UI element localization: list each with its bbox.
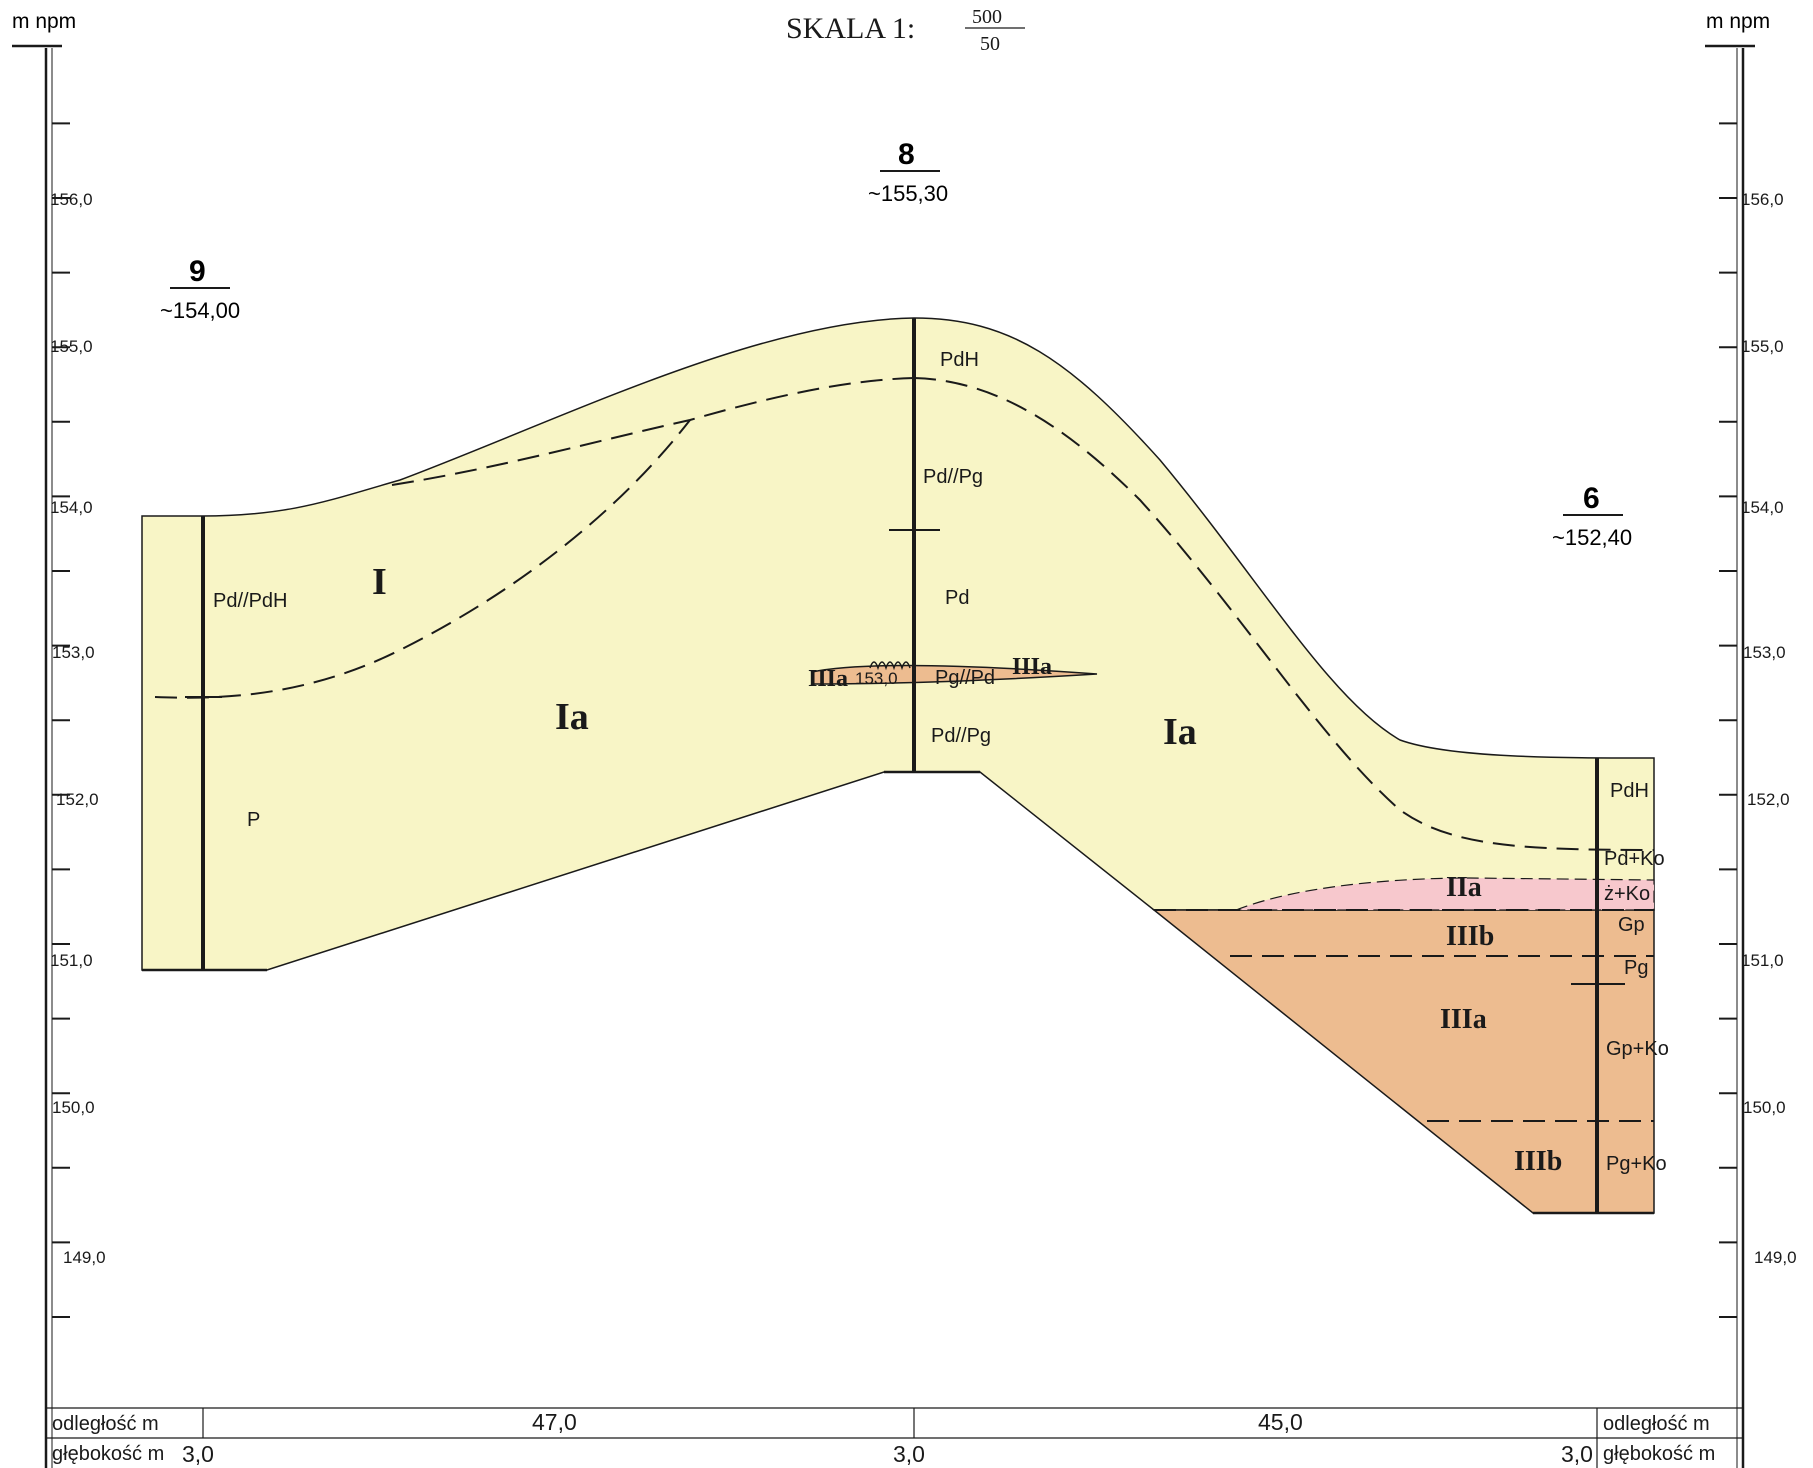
tick-label-right: 154,0 bbox=[1741, 498, 1784, 517]
tick-label-left: 155,0 bbox=[50, 337, 93, 356]
soil-label: Gp bbox=[1618, 914, 1645, 936]
borehole-9: 9 ~154,00 bbox=[142, 255, 267, 972]
tick-label-right: 150,0 bbox=[1743, 1098, 1786, 1117]
organic-layer-iia bbox=[1235, 877, 1655, 911]
water-level-icon bbox=[869, 661, 911, 671]
soil-label: Pd bbox=[945, 587, 969, 609]
soil-label: PdH bbox=[940, 349, 979, 371]
borehole-number: 9 bbox=[189, 255, 206, 288]
scale-label: SKALA 1: 500 50 bbox=[786, 6, 1025, 55]
layer-label: IIIa bbox=[1012, 654, 1052, 680]
borehole-elevation: ~155,30 bbox=[868, 181, 948, 206]
distance-value: 47,0 bbox=[532, 1409, 577, 1435]
tick-label-left: 154,0 bbox=[50, 498, 93, 517]
tick-label-right: 156,0 bbox=[1741, 190, 1784, 209]
soil-label: P bbox=[247, 809, 260, 831]
layer-label: IIIb bbox=[1514, 1146, 1562, 1177]
borehole-number: 6 bbox=[1583, 482, 1600, 515]
tick-label-right: 155,0 bbox=[1741, 337, 1784, 356]
layer-label: IIIa bbox=[808, 666, 848, 692]
unit-label-right: m npm bbox=[1706, 10, 1770, 33]
boundary-top-right bbox=[913, 377, 1655, 851]
soil-label: Pg bbox=[1624, 957, 1648, 979]
borehole-elevation: ~154,00 bbox=[160, 298, 240, 323]
borehole-8: 8 ~155,30 bbox=[868, 138, 980, 774]
soil-label: 153,0 bbox=[855, 669, 898, 688]
borehole-elevation: ~152,40 bbox=[1552, 525, 1632, 550]
tick-label-left: 151,0 bbox=[50, 951, 93, 970]
tick-label-right: 153,0 bbox=[1743, 643, 1786, 662]
tick-label-right: 149,0 bbox=[1754, 1248, 1797, 1267]
borehole-6: 6 ~152,40 bbox=[1533, 482, 1654, 1215]
soil-label: Pd+Ko bbox=[1604, 848, 1665, 870]
layer-label: Ia bbox=[555, 696, 589, 738]
depth-label-right: głębokość m bbox=[1603, 1443, 1715, 1465]
tick-label-left: 156,0 bbox=[50, 190, 93, 209]
boundary-i-ia bbox=[154, 419, 691, 699]
layer-label: I bbox=[372, 561, 387, 603]
layer-label: IIIb bbox=[1446, 921, 1494, 952]
tick-label-left: 149,0 bbox=[63, 1248, 106, 1267]
footer-table bbox=[46, 1407, 1743, 1468]
scale-numerator: 500 bbox=[972, 6, 1002, 28]
tick-label-left: 152,0 bbox=[56, 790, 99, 809]
scale-text: SKALA 1: bbox=[786, 12, 915, 45]
distance-label: odległość m bbox=[52, 1413, 159, 1435]
axis-ticks bbox=[52, 122, 1737, 1318]
layer-label: IIa bbox=[1446, 872, 1482, 903]
soil-label: PdH bbox=[1610, 780, 1649, 802]
left-tick-labels: 156,0 155,0 154,0 153,0 152,0 151,0 150,… bbox=[50, 190, 106, 1267]
unit-label-left: m npm bbox=[12, 10, 76, 33]
tick-label-left: 150,0 bbox=[52, 1098, 95, 1117]
soil-layers bbox=[141, 317, 1655, 1214]
soil-label: Pg//Pd bbox=[935, 667, 995, 689]
layer-label: IIIa bbox=[1440, 1004, 1487, 1035]
soil-label: Pg+Ko bbox=[1606, 1153, 1667, 1175]
soil-label: Pd//Pg bbox=[931, 725, 991, 747]
tick-label-right: 151,0 bbox=[1741, 951, 1784, 970]
tick-label-left: 153,0 bbox=[52, 643, 95, 662]
soil-label: ż+Ko bbox=[1604, 883, 1650, 905]
layer-label: Ia bbox=[1163, 711, 1197, 753]
scale-denominator: 50 bbox=[980, 33, 1000, 55]
sand-layer-body bbox=[141, 317, 1655, 971]
layer-labels: I Ia Ia IIIa IIIa IIa IIIb IIIa IIIb bbox=[372, 561, 1562, 1177]
footer-labels: odległość m głębokość m odległość m głęb… bbox=[52, 1409, 1715, 1467]
soil-type-labels: Pd//PdH P PdH Pd//Pg Pd Pg//Pd 153,0 Pd/… bbox=[213, 349, 1669, 1175]
distance-value: 45,0 bbox=[1258, 1409, 1303, 1435]
depth-value: 3,0 bbox=[182, 1441, 214, 1467]
right-elevation-axis bbox=[1705, 44, 1755, 1468]
right-tick-labels: 156,0 155,0 154,0 153,0 152,0 151,0 150,… bbox=[1741, 190, 1797, 1267]
depth-value: 3,0 bbox=[1561, 1441, 1593, 1467]
soil-label: Gp+Ko bbox=[1606, 1038, 1669, 1060]
tick-label-right: 152,0 bbox=[1747, 790, 1790, 809]
depth-value: 3,0 bbox=[893, 1441, 925, 1467]
left-elevation-axis bbox=[12, 44, 62, 1468]
soil-label: Pd//Pg bbox=[923, 466, 983, 488]
soil-label: Pd//PdH bbox=[213, 590, 287, 612]
borehole-number: 8 bbox=[898, 138, 915, 171]
boundary-top-upper bbox=[391, 377, 915, 486]
clay-lens bbox=[811, 664, 1098, 685]
depth-label: głębokość m bbox=[52, 1443, 164, 1465]
layer-boundaries bbox=[154, 377, 1655, 1122]
distance-label-right: odległość m bbox=[1603, 1413, 1710, 1435]
